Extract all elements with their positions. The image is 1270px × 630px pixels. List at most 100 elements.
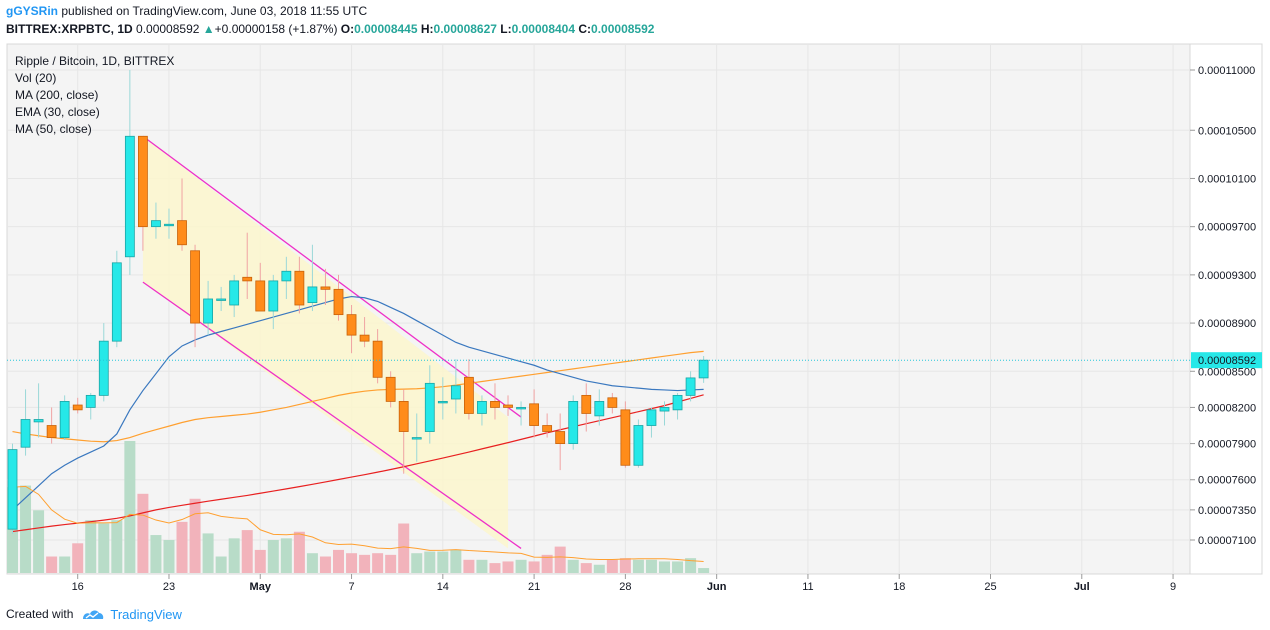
candle-body [151, 220, 161, 228]
published-text: published on TradingView.com, June 03, 2… [61, 4, 368, 18]
candle-body [659, 407, 670, 412]
candle-body [333, 288, 344, 316]
open-value: 0.00008445 [354, 22, 418, 36]
candle-body [164, 223, 174, 227]
candle-body [255, 280, 266, 312]
tradingview-link[interactable]: TradingView [110, 606, 182, 622]
y-tick-label: 0.00007600 [1198, 475, 1256, 487]
change-value: +0.00000158 (+1.87%) [214, 22, 338, 36]
volume-bar [372, 553, 384, 573]
candle-body [463, 376, 474, 414]
ma50-line [12, 295, 704, 511]
volume-bar [280, 538, 292, 573]
volume-bar [619, 558, 631, 573]
candle-body [281, 270, 292, 282]
price-axis [1189, 43, 1263, 575]
volume-bar [215, 556, 227, 573]
volume-bar [98, 523, 110, 573]
high-label: H: [420, 22, 434, 36]
candle-body [698, 359, 709, 379]
volume-bar [659, 561, 670, 573]
x-tick-label: 9 [1170, 581, 1176, 593]
legend-volume: Vol (20) [15, 71, 56, 85]
candle-body [216, 298, 227, 301]
ema30-line [12, 350, 704, 443]
volume-bar [463, 559, 475, 573]
candle-body [542, 425, 553, 432]
volume-bar [202, 533, 214, 573]
candle-body [72, 404, 83, 411]
volume-bar [528, 561, 540, 573]
author-link[interactable]: gGYSRin [6, 4, 59, 18]
volume-bar [398, 523, 410, 573]
volume-bar [254, 549, 266, 573]
volume-bar [72, 543, 84, 573]
low-value: 0.00008404 [511, 22, 576, 36]
volume-bar [567, 559, 579, 573]
y-tick-label: 0.00011000 [1198, 65, 1255, 77]
candle-body [190, 250, 200, 324]
candle-body [490, 401, 500, 408]
volume-bar [698, 568, 710, 573]
candles [7, 70, 709, 534]
indicator-lines [12, 295, 704, 562]
volume-bar [606, 559, 618, 573]
volume-bar [267, 540, 279, 573]
y-tick-label: 0.00007350 [1198, 505, 1256, 517]
volume-bar [228, 538, 240, 573]
candle-body [411, 437, 422, 440]
volume-ma-line [12, 485, 704, 562]
volume-bar [46, 556, 58, 573]
volume-bar [189, 498, 201, 573]
channel-upper-line [142, 135, 522, 418]
volume-bar [150, 535, 162, 573]
volume-bar [489, 563, 501, 573]
close-label: C: [578, 22, 592, 36]
candle-body [385, 376, 396, 402]
volume-bar [85, 520, 97, 573]
candle-body [568, 401, 579, 444]
volume-bar [163, 540, 175, 573]
channel-lower-line [142, 281, 522, 549]
volume-bar [437, 551, 449, 573]
candle-body [307, 286, 318, 303]
volume-bar [346, 553, 358, 573]
y-tick-label: 0.00007900 [1198, 439, 1256, 451]
low-label: L: [500, 22, 512, 36]
candle-body [398, 401, 409, 432]
candle-body [111, 262, 122, 342]
candle-body [372, 340, 383, 378]
x-tick-label: 23 [163, 581, 175, 593]
x-tick-label: 7 [348, 581, 354, 593]
volume-bar [685, 558, 697, 573]
candle-body [594, 401, 605, 417]
legend-ma200: MA (200, close) [15, 88, 98, 102]
volume-bar [385, 554, 397, 573]
legend: Ripple / Bitcoin, 1D, BITTREX Vol (20) M… [15, 54, 174, 136]
candle-body [346, 314, 357, 336]
candle-body [98, 340, 109, 396]
candle-body [20, 419, 31, 448]
y-tick-label: 0.00009300 [1198, 270, 1256, 282]
candle-body [437, 401, 448, 404]
volume-bar [176, 521, 188, 573]
candle-body [33, 419, 44, 423]
candle-body [359, 334, 370, 342]
ohlc-line: BITTREX:XRPBTC, 1D 0.00008592 ▲+0.000001… [6, 22, 654, 36]
last-price: 0.00008592 [136, 22, 200, 36]
symbol-label: BITTREX:XRPBTC, 1D [6, 22, 133, 36]
volume-bar [541, 554, 553, 573]
candle-body [46, 425, 57, 438]
volume-bar [33, 510, 45, 573]
y-tick-label: 0.00007100 [1198, 535, 1256, 547]
x-tick-label: 28 [619, 581, 631, 593]
candle-body [294, 270, 305, 306]
price-chart[interactable]: 0.00008592 0.00011000 0.00010500 0.0001010… [0, 0, 1270, 600]
volume-bar [306, 553, 318, 573]
candle-body [581, 394, 592, 414]
volume-bar [293, 531, 305, 573]
candle-body [503, 404, 513, 408]
candle-body [633, 425, 644, 466]
y-tick-label: 0.00010500 [1198, 125, 1256, 137]
x-tick-label: 25 [984, 581, 996, 593]
